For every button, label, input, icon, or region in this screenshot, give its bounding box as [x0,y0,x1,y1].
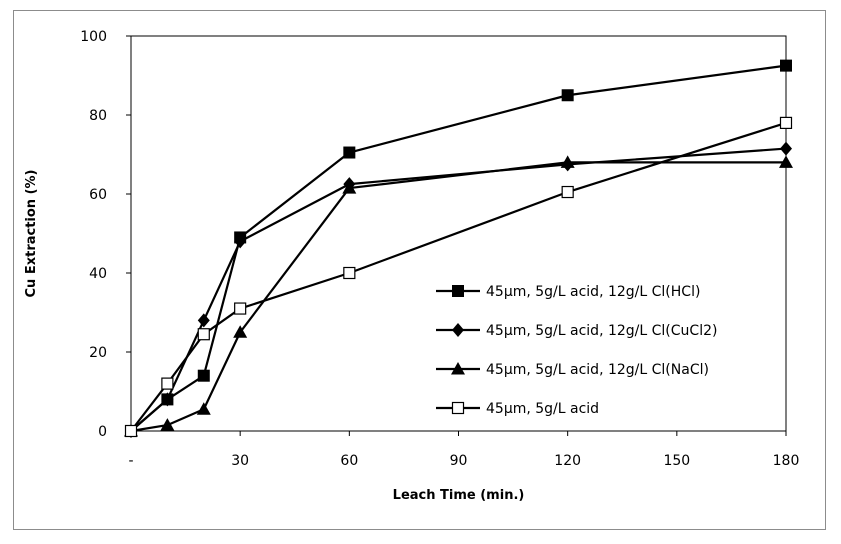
legend-item: 45μm, 5g/L acid [436,401,599,417]
data-point [780,141,792,156]
y-tick-label: 0 [98,424,107,440]
data-point [342,181,357,194]
data-point [561,89,574,102]
data-point [161,392,174,407]
legend-label: 45μm, 5g/L acid, 12g/L Cl(CuCl2) [486,323,717,339]
y-tick-label: 20 [89,345,107,361]
y-axis-ticks: 0 20 40 60 80 100 [80,29,131,440]
data-point [233,325,248,338]
legend-label: 45μm, 5g/L acid, 12g/L Cl(HCl) [486,284,700,300]
x-axis-ticks: - 30 60 90 120 150 180 [128,431,799,469]
series-4 [124,116,793,438]
y-tick-label: 100 [80,29,107,45]
data-point [343,146,356,159]
data-point [161,377,174,390]
data-point [197,313,210,328]
data-point [561,185,574,199]
data-point [234,234,247,249]
y-axis-title: Cu Extraction (%) [24,170,39,298]
y-tick-label: 60 [89,187,107,203]
x-tick-label: 30 [231,453,249,469]
data-point [160,418,175,431]
chart-frame [13,10,826,530]
y-tick-label: 40 [89,266,107,282]
data-point [234,302,247,315]
series-1 [125,59,792,437]
x-tick-label: 120 [554,453,581,469]
x-tick-label: 150 [663,453,690,469]
legend-marker [451,401,465,415]
legend-marker [452,323,464,337]
legend-label: 45μm, 5g/L acid [486,401,599,417]
legend-marker [451,362,465,375]
x-tick-label: - [128,453,133,469]
data-point [779,116,793,130]
x-tick-label: 90 [450,453,468,469]
legend-label: 45μm, 5g/L acid, 12g/L Cl(NaCl) [486,362,709,378]
data-point [196,402,211,415]
data-point [197,369,210,382]
legend-marker [452,285,464,297]
series-layer [124,59,793,438]
legend-item: 45μm, 5g/L acid, 12g/L Cl(CuCl2) [436,323,717,339]
x-tick-label: 60 [340,453,358,469]
legend-item: 45μm, 5g/L acid, 12g/L Cl(HCl) [436,284,700,300]
data-point [779,155,793,168]
x-tick-label: 180 [773,453,800,469]
data-point [124,424,138,438]
data-point [780,59,792,72]
x-axis-title: Leach Time (min.) [393,488,525,503]
legend-item: 45μm, 5g/L acid, 12g/L Cl(NaCl) [436,362,709,378]
data-point [197,328,210,341]
data-point [343,266,356,280]
y-tick-label: 80 [89,108,107,124]
data-point [560,155,575,168]
legend: 45μm, 5g/L acid, 12g/L Cl(HCl) 45μm, 5g/L… [436,284,717,417]
